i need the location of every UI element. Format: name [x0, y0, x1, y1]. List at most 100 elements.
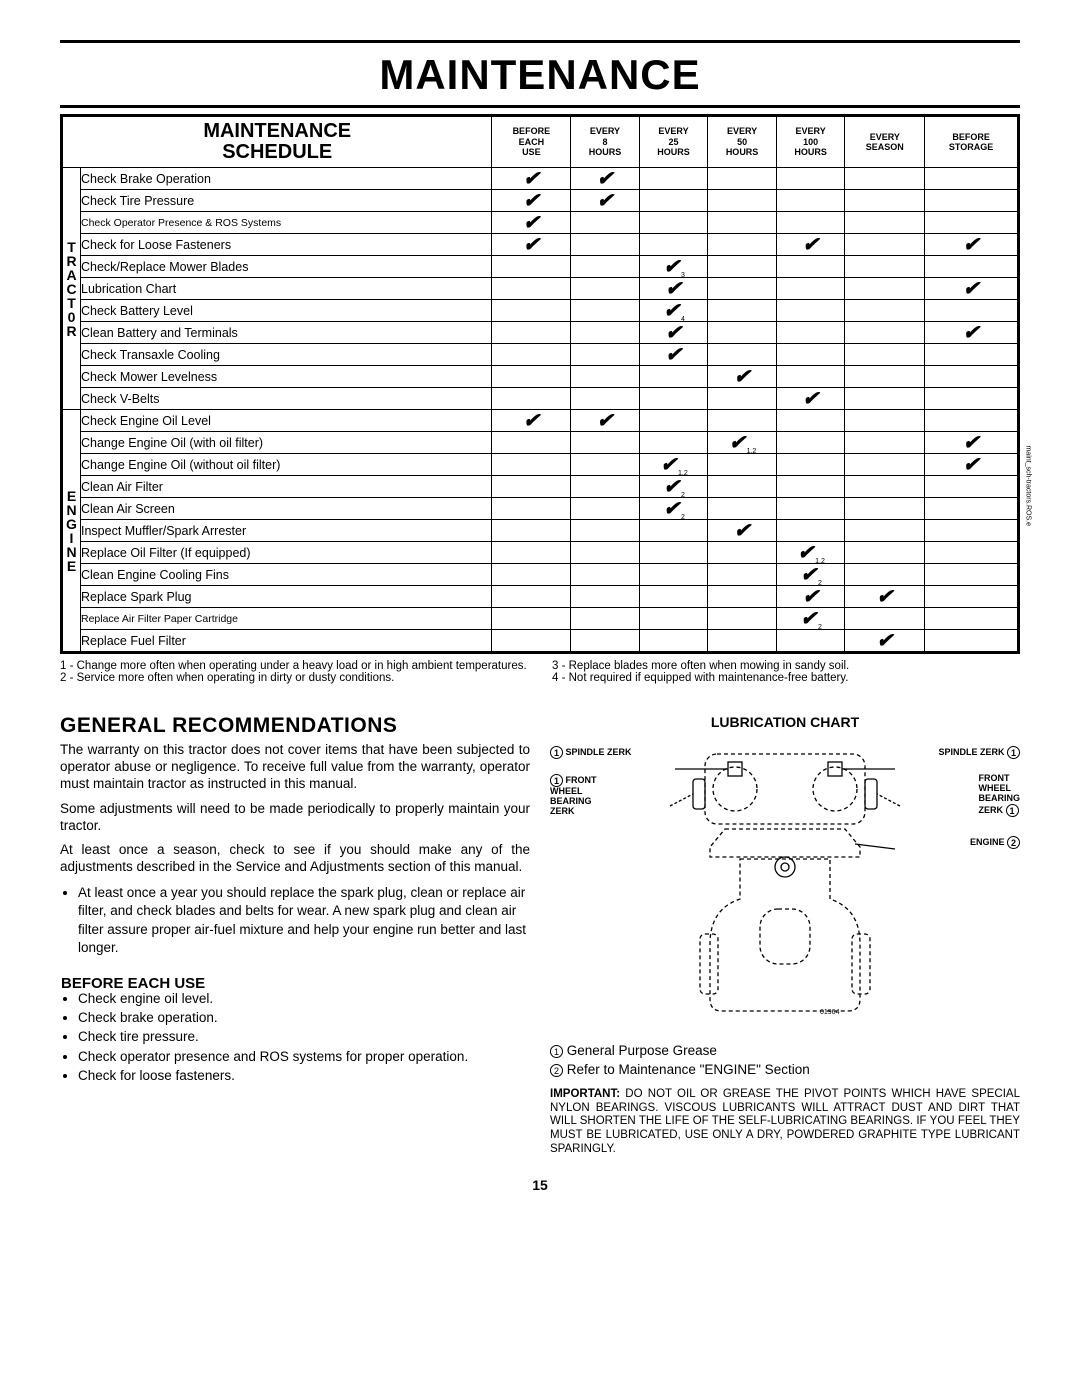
side-note: maint_sch-tractors.ROS.e: [1025, 445, 1032, 526]
schedule-cell: [571, 476, 640, 498]
schedule-cell: [925, 608, 1018, 630]
schedule-cell: [845, 432, 925, 454]
schedule-cell: ✔: [571, 410, 640, 432]
list-item: Check engine oil level.: [78, 990, 530, 1008]
checkmark-icon: ✔: [802, 586, 819, 608]
list-item: Check operator presence and ROS systems …: [78, 1048, 530, 1066]
checkmark-icon: ✔: [665, 344, 682, 366]
checkmark-icon: ✔: [734, 520, 751, 542]
schedule-cell: [925, 168, 1018, 190]
schedule-cell: [845, 234, 925, 256]
schedule-cell: [492, 586, 571, 608]
list-item: Check brake operation.: [78, 1009, 530, 1027]
schedule-cell: ✔: [492, 410, 571, 432]
task-name: Clean Air Filter: [81, 476, 492, 498]
schedule-cell: [925, 300, 1018, 322]
group-label: ENGINE: [63, 410, 81, 652]
task-name: Change Engine Oil (with oil filter): [81, 432, 492, 454]
schedule-cell: ✔: [776, 234, 845, 256]
schedule-cell: [925, 212, 1018, 234]
schedule-cell: [845, 366, 925, 388]
schedule-cell: [845, 498, 925, 520]
schedule-cell: ✔1,2: [776, 542, 845, 564]
task-name: Change Engine Oil (without oil filter): [81, 454, 492, 476]
checkmark-icon: ✔: [523, 168, 540, 190]
schedule-cell: [845, 476, 925, 498]
schedule-cell: [708, 630, 777, 652]
front-wheel-right-label: FRONT WHEEL BEARING ZERK 1: [978, 774, 1020, 817]
schedule-cell: ✔4: [639, 300, 708, 322]
checkmark-icon: ✔: [523, 234, 540, 256]
paragraph: The warranty on this tractor does not co…: [60, 742, 530, 793]
checkmark-icon: ✔: [523, 410, 540, 432]
schedule-cell: [639, 168, 708, 190]
schedule-cell: [776, 212, 845, 234]
checkmark-icon: ✔: [797, 542, 814, 564]
checkmark-icon: ✔: [597, 168, 614, 190]
schedule-cell: [845, 520, 925, 542]
schedule-cell: [776, 432, 845, 454]
schedule-cell: ✔2: [639, 476, 708, 498]
schedule-cell: [925, 498, 1018, 520]
column-header: EVERY100HOURS: [776, 117, 845, 168]
checkmark-icon: ✔: [660, 454, 677, 476]
spindle-zerk-left-label: 1 SPINDLE ZERK: [550, 746, 632, 759]
schedule-cell: ✔: [571, 168, 640, 190]
schedule-cell: [776, 190, 845, 212]
schedule-cell: [571, 212, 640, 234]
column-header: EVERY8HOURS: [571, 117, 640, 168]
general-recommendations-heading: GENERAL RECOMMENDATIONS: [60, 714, 530, 738]
schedule-cell: [845, 212, 925, 234]
schedule-cell: [776, 410, 845, 432]
schedule-cell: [708, 234, 777, 256]
schedule-cell: [708, 498, 777, 520]
schedule-cell: [925, 476, 1018, 498]
list-item: Check tire pressure.: [78, 1028, 530, 1046]
schedule-cell: [776, 256, 845, 278]
paragraph: Some adjustments will need to be made pe…: [60, 801, 530, 835]
schedule-cell: [776, 498, 845, 520]
schedule-cell: [492, 388, 571, 410]
schedule-cell: ✔: [776, 388, 845, 410]
schedule-cell: [776, 520, 845, 542]
schedule-cell: [925, 366, 1018, 388]
schedule-cell: [571, 454, 640, 476]
schedule-cell: ✔: [925, 432, 1018, 454]
schedule-cell: [571, 432, 640, 454]
checkmark-icon: ✔: [665, 322, 682, 344]
lubrication-legend: 1 General Purpose Grease 2 Refer to Main…: [550, 1042, 1020, 1080]
checkmark-icon: ✔: [963, 432, 980, 454]
schedule-cell: [492, 300, 571, 322]
schedule-cell: [708, 454, 777, 476]
page-title: MAINTENANCE: [60, 51, 1020, 99]
checkmark-icon: ✔: [663, 300, 680, 322]
schedule-cell: [571, 256, 640, 278]
schedule-cell: [845, 388, 925, 410]
schedule-cell: [776, 454, 845, 476]
schedule-cell: [571, 542, 640, 564]
schedule-cell: ✔: [492, 234, 571, 256]
checkmark-icon: ✔: [729, 432, 746, 454]
task-name: Check V-Belts: [81, 388, 492, 410]
schedule-cell: [639, 564, 708, 586]
schedule-cell: ✔: [492, 212, 571, 234]
schedule-cell: [571, 278, 640, 300]
schedule-cell: ✔2: [639, 498, 708, 520]
schedule-cell: [639, 410, 708, 432]
schedule-cell: [845, 410, 925, 432]
checkmark-icon: ✔: [963, 454, 980, 476]
schedule-cell: [708, 212, 777, 234]
lubrication-chart-diagram: 01964 1 SPINDLE ZERK SPINDLE ZERK 1 1 FR…: [550, 734, 1020, 1034]
task-name: Inspect Muffler/Spark Arrester: [81, 520, 492, 542]
schedule-cell: [571, 322, 640, 344]
schedule-cell: [492, 366, 571, 388]
important-note: IMPORTANT: DO NOT OIL OR GREASE THE PIVO…: [550, 1088, 1020, 1157]
schedule-cell: [492, 278, 571, 300]
schedule-cell: [776, 300, 845, 322]
schedule-cell: [845, 168, 925, 190]
task-name: Check Battery Level: [81, 300, 492, 322]
schedule-cell: [639, 234, 708, 256]
schedule-cell: [571, 630, 640, 652]
schedule-cell: [708, 608, 777, 630]
page-number: 15: [60, 1177, 1020, 1193]
